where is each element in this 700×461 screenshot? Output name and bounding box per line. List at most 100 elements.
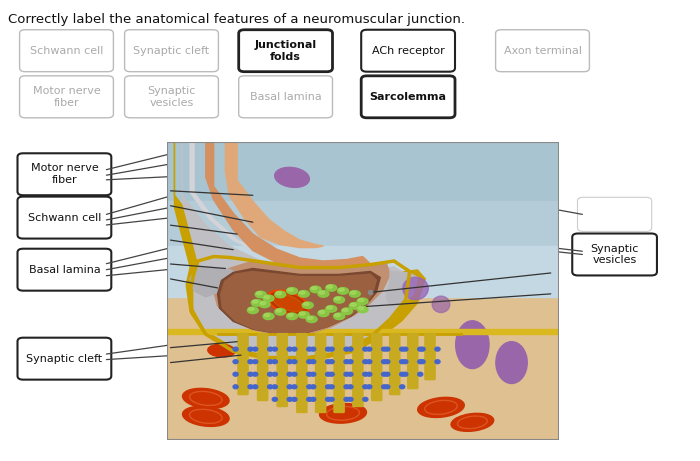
Ellipse shape — [287, 347, 292, 351]
Ellipse shape — [402, 372, 408, 376]
Ellipse shape — [311, 397, 316, 401]
Ellipse shape — [272, 372, 277, 376]
Ellipse shape — [253, 385, 258, 389]
FancyBboxPatch shape — [496, 30, 589, 71]
Ellipse shape — [382, 347, 386, 351]
Text: Axon terminal: Axon terminal — [503, 46, 582, 56]
Ellipse shape — [292, 347, 297, 351]
Ellipse shape — [287, 372, 292, 376]
Ellipse shape — [329, 360, 334, 364]
Polygon shape — [214, 261, 390, 334]
FancyBboxPatch shape — [407, 334, 418, 389]
Bar — [167, 331, 559, 440]
FancyBboxPatch shape — [297, 334, 307, 413]
Polygon shape — [174, 142, 426, 360]
Ellipse shape — [351, 303, 356, 306]
Ellipse shape — [287, 397, 292, 401]
FancyBboxPatch shape — [353, 334, 363, 407]
Ellipse shape — [208, 344, 235, 357]
Ellipse shape — [300, 312, 305, 315]
Ellipse shape — [307, 397, 312, 401]
Text: Synaptic cleft: Synaptic cleft — [134, 46, 209, 56]
Ellipse shape — [357, 298, 368, 305]
Ellipse shape — [418, 397, 464, 418]
Ellipse shape — [329, 372, 334, 376]
Ellipse shape — [363, 372, 368, 376]
Ellipse shape — [357, 306, 368, 313]
Ellipse shape — [260, 301, 266, 305]
Ellipse shape — [348, 372, 353, 376]
Ellipse shape — [342, 308, 348, 312]
Ellipse shape — [326, 360, 330, 364]
Ellipse shape — [420, 360, 425, 364]
Ellipse shape — [457, 416, 487, 429]
Ellipse shape — [418, 360, 423, 364]
Ellipse shape — [385, 347, 390, 351]
FancyBboxPatch shape — [390, 334, 400, 395]
FancyBboxPatch shape — [578, 197, 652, 231]
Ellipse shape — [400, 372, 405, 376]
Ellipse shape — [286, 288, 297, 294]
Ellipse shape — [456, 321, 489, 368]
Ellipse shape — [248, 347, 253, 351]
Ellipse shape — [425, 400, 457, 414]
Ellipse shape — [251, 300, 262, 306]
FancyBboxPatch shape — [125, 76, 218, 118]
Ellipse shape — [276, 309, 281, 312]
Ellipse shape — [292, 360, 297, 364]
Ellipse shape — [363, 347, 368, 351]
Ellipse shape — [288, 313, 293, 317]
Ellipse shape — [292, 385, 297, 389]
Ellipse shape — [344, 347, 349, 351]
Ellipse shape — [327, 306, 332, 309]
Ellipse shape — [248, 307, 254, 311]
Ellipse shape — [292, 397, 297, 401]
Ellipse shape — [418, 372, 423, 376]
Ellipse shape — [334, 296, 344, 303]
FancyBboxPatch shape — [316, 334, 326, 413]
Ellipse shape — [272, 385, 277, 389]
Ellipse shape — [319, 403, 367, 423]
Ellipse shape — [349, 290, 360, 297]
FancyBboxPatch shape — [20, 30, 113, 71]
FancyBboxPatch shape — [361, 30, 455, 71]
Ellipse shape — [435, 360, 440, 364]
Bar — [167, 246, 559, 297]
Ellipse shape — [256, 291, 266, 298]
Ellipse shape — [318, 290, 329, 297]
Ellipse shape — [385, 385, 390, 389]
Ellipse shape — [233, 385, 238, 389]
Ellipse shape — [183, 388, 229, 408]
Ellipse shape — [348, 347, 353, 351]
Ellipse shape — [418, 347, 423, 351]
Ellipse shape — [248, 385, 253, 389]
Ellipse shape — [272, 347, 277, 351]
FancyBboxPatch shape — [361, 76, 455, 118]
FancyBboxPatch shape — [239, 76, 332, 118]
Ellipse shape — [329, 385, 334, 389]
Ellipse shape — [311, 372, 316, 376]
Ellipse shape — [311, 385, 316, 389]
Ellipse shape — [287, 360, 292, 364]
Ellipse shape — [327, 407, 359, 420]
Ellipse shape — [363, 397, 368, 401]
Ellipse shape — [402, 347, 408, 351]
Text: Motor nerve
fiber: Motor nerve fiber — [31, 164, 98, 185]
Ellipse shape — [335, 297, 340, 300]
Ellipse shape — [259, 301, 270, 307]
Ellipse shape — [329, 347, 334, 351]
Ellipse shape — [311, 347, 316, 351]
Ellipse shape — [276, 292, 281, 295]
Ellipse shape — [233, 347, 238, 351]
Ellipse shape — [248, 372, 253, 376]
Ellipse shape — [274, 167, 309, 187]
Ellipse shape — [310, 286, 321, 293]
Ellipse shape — [319, 291, 325, 294]
Ellipse shape — [335, 313, 340, 317]
Ellipse shape — [267, 385, 272, 389]
Ellipse shape — [272, 360, 277, 364]
Bar — [167, 142, 559, 201]
Ellipse shape — [402, 360, 408, 364]
Ellipse shape — [307, 347, 312, 351]
Ellipse shape — [326, 397, 330, 401]
